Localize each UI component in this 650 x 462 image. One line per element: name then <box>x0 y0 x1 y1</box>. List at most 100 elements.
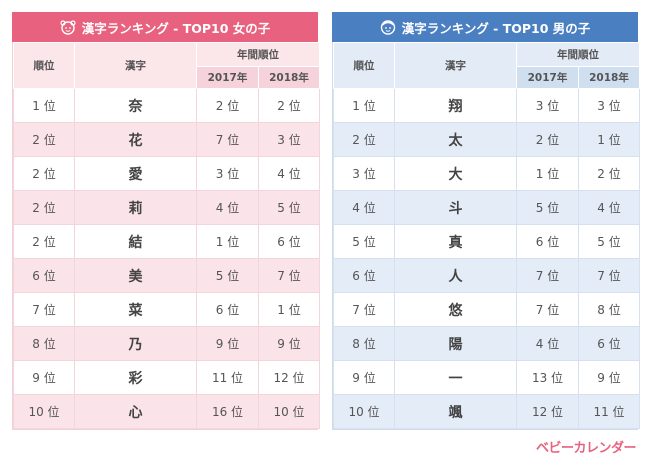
kanji-cell: 心 <box>74 394 197 429</box>
rank-2018-cell: 5 位 <box>578 224 640 259</box>
boy-face-icon <box>380 20 395 35</box>
rank-cell: 2 位 <box>333 122 395 157</box>
rank-2017-cell: 3 位 <box>196 156 259 191</box>
yearly-rank-header: 年間順位 <box>196 42 320 67</box>
rank-2018-cell: 10 位 <box>258 394 320 429</box>
year-2018-header: 2018年 <box>578 66 640 89</box>
rank-2017-cell: 6 位 <box>196 292 259 327</box>
kanji-cell: 莉 <box>74 190 197 225</box>
table-row: 10 位心 16 位 10 位 <box>13 394 320 429</box>
year-2017-header: 2017年 <box>516 66 579 89</box>
kanji-column-header: 漢字 <box>394 42 517 89</box>
kanji-cell: 真 <box>394 224 517 259</box>
rank-2017-cell: 9 位 <box>196 326 259 361</box>
rank-cell: 1 位 <box>333 88 395 123</box>
kanji-cell: 彩 <box>74 360 197 395</box>
kanji-cell: 花 <box>74 122 197 157</box>
rank-2017-cell: 4 位 <box>196 190 259 225</box>
rank-2017-cell: 5 位 <box>196 258 259 293</box>
year-2017-header: 2017年 <box>196 66 259 89</box>
kanji-cell: 愛 <box>74 156 197 191</box>
rank-2017-cell: 11 位 <box>196 360 259 395</box>
kanji-cell: 陽 <box>394 326 517 361</box>
rank-cell: 3 位 <box>333 156 395 191</box>
rank-2017-cell: 7 位 <box>516 258 579 293</box>
rank-2017-cell: 1 位 <box>196 224 259 259</box>
rank-2018-cell: 12 位 <box>258 360 320 395</box>
girls-ranking-panel: 漢字ランキング - TOP10 女の子 順位 漢字 年間順位 2017年 201… <box>12 12 320 430</box>
rank-2017-cell: 7 位 <box>196 122 259 157</box>
rank-2018-cell: 6 位 <box>258 224 320 259</box>
kanji-cell: 太 <box>394 122 517 157</box>
rank-2017-cell: 3 位 <box>516 88 579 123</box>
rank-cell: 8 位 <box>333 326 395 361</box>
rank-cell: 9 位 <box>13 360 75 395</box>
rank-cell: 10 位 <box>333 394 395 429</box>
rank-2018-cell: 8 位 <box>578 292 640 327</box>
rank-2017-cell: 2 位 <box>516 122 579 157</box>
girl-face-icon <box>60 20 76 35</box>
rank-column-header: 順位 <box>13 42 75 89</box>
rank-2018-cell: 1 位 <box>578 122 640 157</box>
kanji-cell: 人 <box>394 258 517 293</box>
kanji-cell: 一 <box>394 360 517 395</box>
rank-cell: 5 位 <box>333 224 395 259</box>
rank-cell: 8 位 <box>13 326 75 361</box>
rank-cell: 4 位 <box>333 190 395 225</box>
rank-2018-cell: 2 位 <box>258 88 320 123</box>
rank-cell: 9 位 <box>333 360 395 395</box>
rank-2018-cell: 3 位 <box>578 88 640 123</box>
rank-2017-cell: 13 位 <box>516 360 579 395</box>
rank-cell: 2 位 <box>13 224 75 259</box>
rank-2017-cell: 16 位 <box>196 394 259 429</box>
kanji-column-header: 漢字 <box>74 42 197 89</box>
rank-2018-cell: 4 位 <box>258 156 320 191</box>
rank-2017-cell: 6 位 <box>516 224 579 259</box>
boys-ranking-panel: 漢字ランキング - TOP10 男の子 順位 漢字 年間順位 2017年 201… <box>332 12 640 430</box>
rank-cell: 7 位 <box>13 292 75 327</box>
kanji-cell: 颯 <box>394 394 517 429</box>
rank-2018-cell: 6 位 <box>578 326 640 361</box>
rank-cell: 2 位 <box>13 122 75 157</box>
rank-2017-cell: 2 位 <box>196 88 259 123</box>
rank-2018-cell: 9 位 <box>258 326 320 361</box>
rank-2018-cell: 7 位 <box>258 258 320 293</box>
kanji-cell: 斗 <box>394 190 517 225</box>
rank-2017-cell: 12 位 <box>516 394 579 429</box>
rank-2018-cell: 9 位 <box>578 360 640 395</box>
kanji-cell: 悠 <box>394 292 517 327</box>
babycalendar-logo: ベビーカレンダー <box>535 441 637 456</box>
table-row: 10 位颯 12 位 11 位 <box>333 394 640 429</box>
rank-cell: 6 位 <box>13 258 75 293</box>
kanji-cell: 翔 <box>394 88 517 123</box>
rank-cell: 1 位 <box>13 88 75 123</box>
kanji-cell: 結 <box>74 224 197 259</box>
rank-cell: 6 位 <box>333 258 395 293</box>
girls-ranking-header: 漢字ランキング - TOP10 女の子 <box>12 12 318 42</box>
rank-cell: 2 位 <box>13 190 75 225</box>
boys-ranking-title: 漢字ランキング - TOP10 男の子 <box>401 20 591 36</box>
boys-ranking-header: 漢字ランキング - TOP10 男の子 <box>332 12 638 42</box>
girls-ranking-title: 漢字ランキング - TOP10 女の子 <box>81 20 271 36</box>
rank-2018-cell: 11 位 <box>578 394 640 429</box>
kanji-cell: 奈 <box>74 88 197 123</box>
rank-2017-cell: 4 位 <box>516 326 579 361</box>
rank-2018-cell: 3 位 <box>258 122 320 157</box>
rank-2018-cell: 5 位 <box>258 190 320 225</box>
